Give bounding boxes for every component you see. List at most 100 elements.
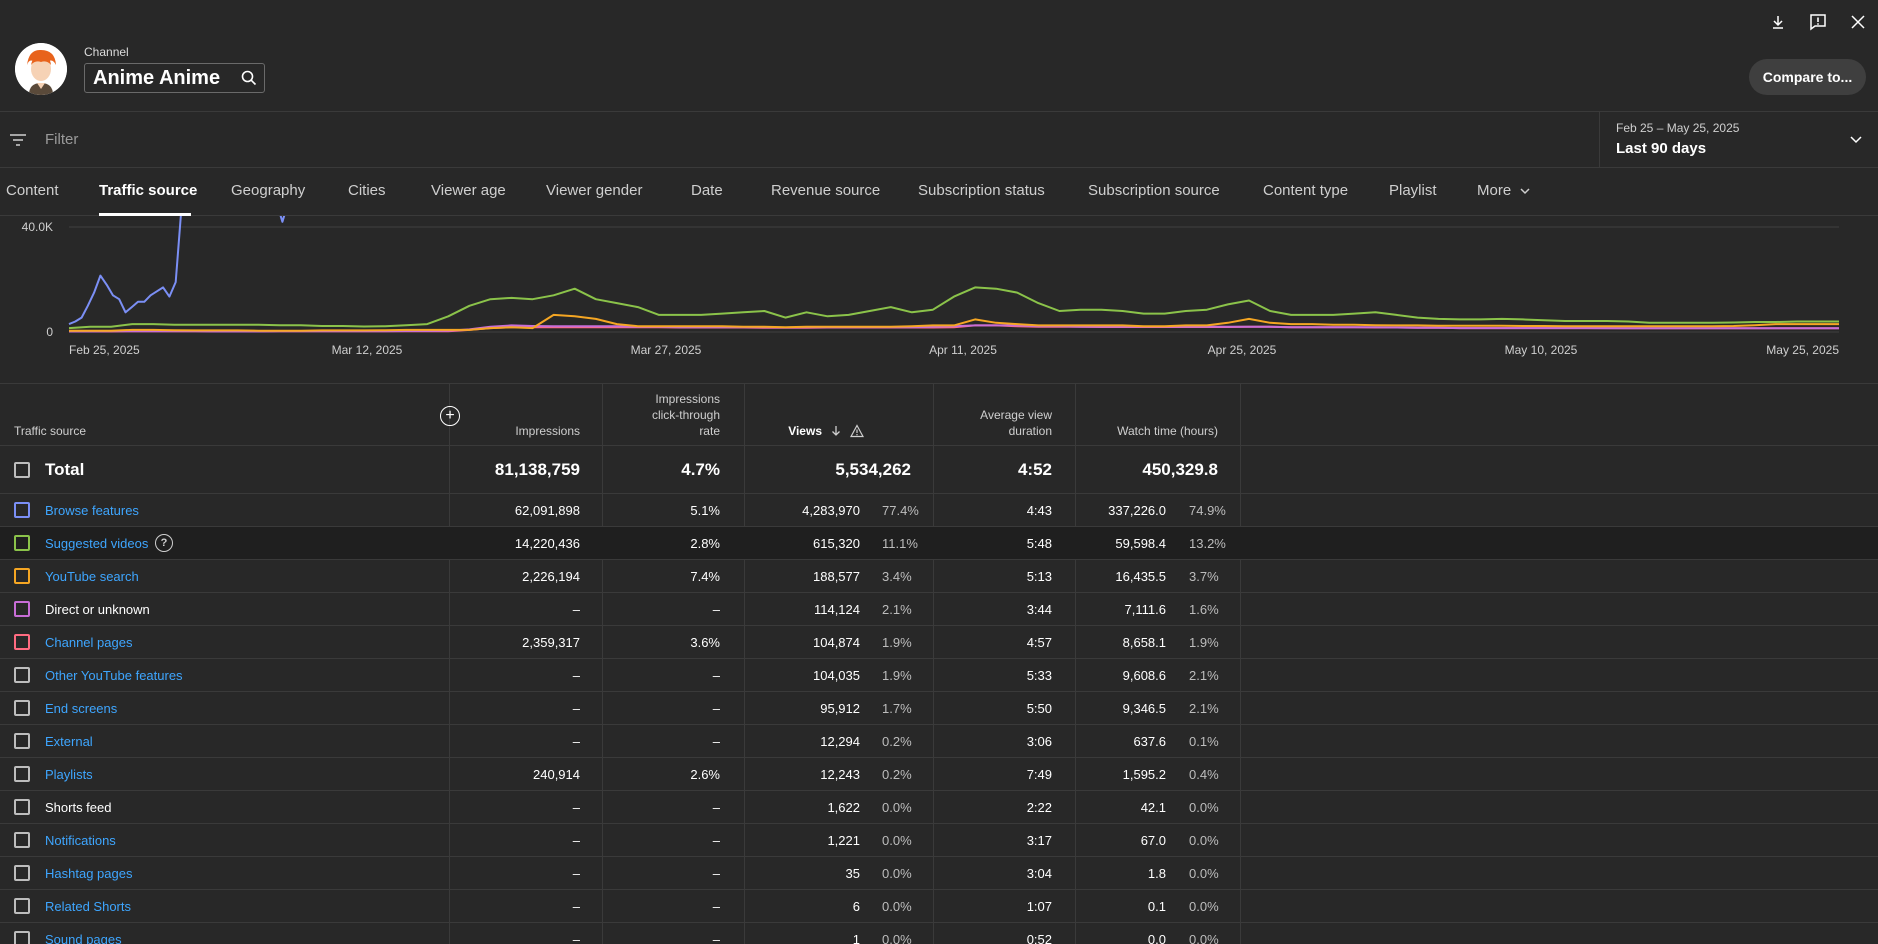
views-pct-cell: 2.1%: [882, 602, 912, 617]
watch-pct-cell: 0.0%: [1189, 833, 1219, 848]
views-cell: 1,221: [827, 833, 860, 848]
row-checkbox[interactable]: [14, 832, 30, 848]
tab-date[interactable]: Date: [691, 182, 723, 199]
table-row[interactable]: Browse features 62,091,898 5.1% 4,283,970 77…: [0, 494, 1878, 527]
close-icon[interactable]: [1838, 10, 1878, 34]
table-row[interactable]: Suggested videos? 14,220,436 2.8% 615,320 11…: [0, 527, 1878, 560]
series-line[interactable]: [69, 313, 1839, 332]
table-row[interactable]: Related Shorts – – 6 0.0% 1:07 0.1 0.0%: [0, 890, 1878, 923]
row-checkbox[interactable]: [14, 667, 30, 683]
date-range-selector[interactable]: Feb 25 – May 25, 2025 Last 90 days: [1599, 112, 1878, 168]
filter-icon[interactable]: [8, 130, 28, 150]
row-checkbox[interactable]: [14, 601, 30, 617]
traffic-source-name[interactable]: Sound pages: [45, 932, 122, 944]
row-checkbox[interactable]: [14, 733, 30, 749]
tab-traffic-source[interactable]: Traffic source: [99, 182, 198, 199]
table-row[interactable]: Playlists 240,914 2.6% 12,243 0.2% 7:49 1,595.…: [0, 758, 1878, 791]
help-icon[interactable]: ?: [155, 534, 173, 552]
tab-revenue-source[interactable]: Revenue source: [771, 182, 881, 199]
traffic-source-name[interactable]: Browse features: [45, 503, 139, 518]
tab-playlist[interactable]: Playlist: [1389, 182, 1437, 199]
total-label: Total: [45, 460, 85, 479]
tab-more[interactable]: More: [1477, 182, 1531, 199]
traffic-source-name[interactable]: Related Shorts: [45, 899, 131, 914]
col-header-watch-time[interactable]: Watch time (hours): [1117, 424, 1218, 438]
ctr-cell: –: [712, 932, 720, 944]
traffic-source-name[interactable]: Other YouTube features: [45, 668, 183, 683]
col-header-traffic-source[interactable]: Traffic source: [14, 424, 87, 438]
search-icon[interactable]: [234, 64, 264, 92]
table-row[interactable]: Hashtag pages – – 35 0.0% 3:04 1.8 0.0%: [0, 857, 1878, 890]
row-checkbox[interactable]: [14, 799, 30, 815]
ctr-cell: –: [712, 866, 720, 881]
views-pct-cell: 0.0%: [882, 932, 912, 944]
total-impressions: 81,138,759: [494, 460, 580, 479]
col-header-ctr[interactable]: Impressions click-through rate: [652, 391, 720, 439]
col-header-avg-view-duration[interactable]: Average view duration: [980, 407, 1052, 439]
row-checkbox[interactable]: [14, 535, 30, 551]
row-checkbox[interactable]: [14, 568, 30, 584]
impressions-cell: 240,914: [533, 767, 580, 782]
filter-input[interactable]: Filter: [45, 131, 79, 148]
date-range-label: Last 90 days: [1616, 140, 1707, 157]
traffic-source-name[interactable]: End screens: [45, 701, 118, 716]
warning-icon[interactable]: [850, 424, 864, 438]
row-checkbox[interactable]: [14, 700, 30, 716]
series-line[interactable]: [68, 216, 1839, 326]
watch-time-cell: 0.1: [1147, 899, 1166, 914]
tab-content-type[interactable]: Content type: [1263, 182, 1349, 199]
views-cell: 12,294: [820, 734, 860, 749]
views-cell: 615,320: [813, 536, 860, 551]
row-checkbox[interactable]: [14, 898, 30, 914]
table-row[interactable]: End screens – – 95,912 1.7% 5:50 9,346.5 2.1%: [0, 692, 1878, 725]
watch-pct-cell: 0.0%: [1189, 800, 1219, 815]
tab-subscription-source[interactable]: Subscription source: [1088, 182, 1220, 199]
tab-viewer-gender[interactable]: Viewer gender: [546, 182, 643, 199]
avg-view-duration-cell: 3:17: [1026, 833, 1052, 848]
tab-geography[interactable]: Geography: [231, 182, 306, 199]
ctr-cell: –: [712, 668, 720, 683]
x-tick-label: Mar 12, 2025: [332, 343, 403, 357]
tab-cities[interactable]: Cities: [348, 182, 386, 199]
traffic-source-name[interactable]: Suggested videos: [45, 536, 149, 551]
tab-subscription-status[interactable]: Subscription status: [918, 182, 1045, 199]
ctr-cell: 7.4%: [690, 569, 720, 584]
watch-pct-cell: 0.0%: [1189, 899, 1219, 914]
traffic-source-name[interactable]: Playlists: [45, 767, 93, 782]
row-checkbox[interactable]: [14, 865, 30, 881]
col-header-views[interactable]: Views: [788, 423, 864, 439]
table-row[interactable]: Other YouTube features – – 104,035 1.9% 5:33 9…: [0, 659, 1878, 692]
traffic-source-name[interactable]: Notifications: [45, 833, 116, 848]
table-header: Traffic source + Impressions Impressions…: [0, 384, 1878, 446]
series-line[interactable]: [68, 286, 1839, 330]
table-row[interactable]: Notifications – – 1,221 0.0% 3:17 67.0 0.0%: [0, 824, 1878, 857]
table-row[interactable]: YouTube search 2,226,194 7.4% 188,577 3.4% 5:…: [0, 560, 1878, 593]
col-header-impressions[interactable]: Impressions: [515, 424, 580, 438]
row-checkbox[interactable]: [14, 766, 30, 782]
traffic-source-name[interactable]: YouTube search: [45, 569, 139, 584]
tab-content[interactable]: Content: [6, 182, 59, 199]
table-row[interactable]: Channel pages 2,359,317 3.6% 104,874 1.9% 4:5…: [0, 626, 1878, 659]
channel-selector[interactable]: Anime Anime: [84, 63, 265, 93]
table-row[interactable]: Direct or unknown – – 114,124 2.1% 3:44 7,111.…: [0, 593, 1878, 626]
row-checkbox[interactable]: [14, 634, 30, 650]
feedback-icon[interactable]: [1798, 10, 1838, 34]
impressions-cell: 2,226,194: [522, 569, 580, 584]
column-divider: [1240, 384, 1241, 944]
total-checkbox[interactable]: [14, 462, 30, 478]
table-row[interactable]: External – – 12,294 0.2% 3:06 637.6 0.1%: [0, 725, 1878, 758]
compare-button[interactable]: Compare to...: [1749, 59, 1866, 95]
download-icon[interactable]: [1758, 10, 1798, 34]
column-divider: [602, 384, 603, 944]
table-row[interactable]: Shorts feed – – 1,622 0.0% 2:22 42.1 0.0%: [0, 791, 1878, 824]
table-row[interactable]: Sound pages – – 1 0.0% 0:52 0.0 0.0%: [0, 923, 1878, 944]
tab-viewer-age[interactable]: Viewer age: [431, 182, 506, 199]
add-column-icon[interactable]: +: [440, 406, 460, 426]
channel-avatar[interactable]: [15, 43, 67, 95]
traffic-source-name[interactable]: Channel pages: [45, 635, 133, 650]
views-pct-cell: 0.0%: [882, 833, 912, 848]
row-checkbox[interactable]: [14, 502, 30, 518]
traffic-source-name[interactable]: Hashtag pages: [45, 866, 133, 881]
row-checkbox[interactable]: [14, 931, 30, 944]
traffic-source-name[interactable]: External: [45, 734, 93, 749]
